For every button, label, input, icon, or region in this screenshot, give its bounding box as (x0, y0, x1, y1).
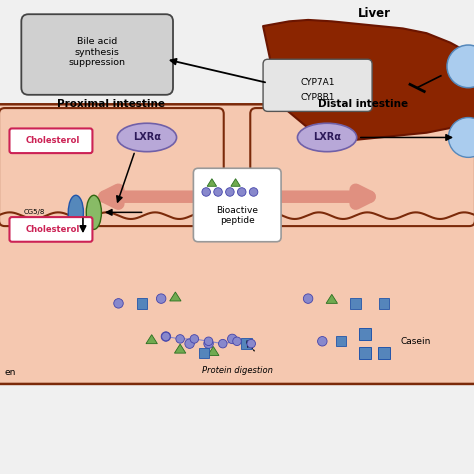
Text: Distal intestine: Distal intestine (318, 99, 408, 109)
Circle shape (202, 188, 210, 196)
Polygon shape (170, 292, 181, 301)
Text: CYP8B1: CYP8B1 (301, 93, 335, 101)
Bar (350, 298, 361, 309)
Polygon shape (231, 179, 240, 186)
Circle shape (237, 188, 246, 196)
Circle shape (176, 335, 184, 343)
FancyBboxPatch shape (21, 14, 173, 95)
Text: CG5/8: CG5/8 (23, 210, 45, 215)
Bar (241, 338, 252, 349)
Circle shape (114, 299, 123, 308)
Circle shape (249, 188, 258, 196)
Circle shape (204, 337, 213, 346)
Bar (359, 347, 371, 359)
Polygon shape (146, 335, 157, 344)
Circle shape (247, 339, 255, 348)
Text: Proximal intestine: Proximal intestine (57, 99, 165, 109)
Polygon shape (263, 20, 474, 140)
Circle shape (219, 339, 227, 348)
Polygon shape (326, 294, 337, 303)
Text: Cholesterol: Cholesterol (26, 137, 80, 145)
FancyBboxPatch shape (0, 108, 224, 226)
Bar (378, 347, 390, 359)
Text: Casein: Casein (401, 337, 431, 346)
Circle shape (448, 118, 474, 157)
FancyBboxPatch shape (9, 128, 92, 153)
Circle shape (204, 339, 213, 348)
Circle shape (303, 294, 313, 303)
Text: Bioactive
peptide: Bioactive peptide (216, 206, 258, 225)
Ellipse shape (68, 195, 83, 229)
Text: Protein digestion: Protein digestion (201, 366, 273, 375)
Circle shape (161, 332, 171, 341)
Circle shape (190, 335, 199, 343)
Circle shape (228, 334, 237, 344)
Bar (137, 298, 147, 309)
Circle shape (185, 339, 194, 348)
FancyBboxPatch shape (250, 108, 474, 226)
Text: LXRα: LXRα (313, 132, 341, 143)
Circle shape (156, 294, 166, 303)
FancyBboxPatch shape (9, 217, 92, 242)
Bar (360, 348, 370, 358)
Text: CYP7A1: CYP7A1 (301, 79, 335, 87)
Bar (199, 348, 209, 358)
Polygon shape (207, 179, 217, 186)
Text: Cholesterol: Cholesterol (26, 225, 80, 234)
Circle shape (214, 188, 222, 196)
Ellipse shape (118, 123, 176, 152)
Ellipse shape (298, 123, 357, 152)
Bar (379, 298, 389, 309)
Bar (359, 328, 371, 340)
Circle shape (226, 188, 234, 196)
FancyBboxPatch shape (193, 168, 281, 242)
Ellipse shape (86, 195, 101, 229)
Polygon shape (174, 344, 186, 353)
Text: Bile acid
synthesis
suppression: Bile acid synthesis suppression (69, 37, 126, 67)
Text: en: en (5, 368, 16, 376)
FancyBboxPatch shape (263, 59, 372, 111)
Text: Liver: Liver (358, 7, 391, 20)
Circle shape (447, 45, 474, 88)
Polygon shape (208, 346, 219, 356)
Circle shape (318, 337, 327, 346)
Circle shape (162, 332, 170, 341)
Circle shape (233, 337, 241, 346)
Bar (336, 336, 346, 346)
Text: LXRα: LXRα (133, 132, 161, 143)
FancyBboxPatch shape (0, 104, 474, 384)
